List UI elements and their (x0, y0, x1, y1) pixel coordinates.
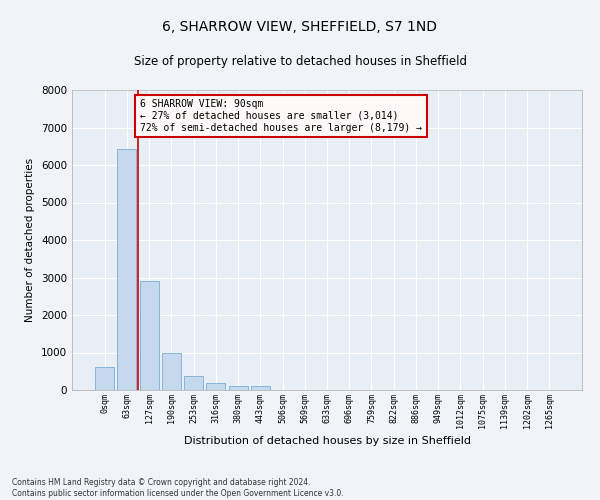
Text: 6 SHARROW VIEW: 90sqm
← 27% of detached houses are smaller (3,014)
72% of semi-d: 6 SHARROW VIEW: 90sqm ← 27% of detached … (140, 100, 422, 132)
Bar (184, 376, 203, 390)
X-axis label: Distribution of detached houses by size in Sheffield: Distribution of detached houses by size … (184, 436, 470, 446)
Bar (206, 384, 225, 390)
Text: Contains HM Land Registry data © Crown copyright and database right 2024.
Contai: Contains HM Land Registry data © Crown c… (12, 478, 344, 498)
Bar (162, 353, 181, 390)
Bar (118, 149, 136, 390)
Text: Size of property relative to detached houses in Sheffield: Size of property relative to detached ho… (133, 55, 467, 68)
Bar (140, 280, 158, 390)
Text: 6, SHARROW VIEW, SHEFFIELD, S7 1ND: 6, SHARROW VIEW, SHEFFIELD, S7 1ND (163, 20, 437, 34)
Bar (229, 386, 248, 390)
Bar (95, 367, 114, 390)
Y-axis label: Number of detached properties: Number of detached properties (25, 158, 35, 322)
Bar (251, 386, 270, 390)
